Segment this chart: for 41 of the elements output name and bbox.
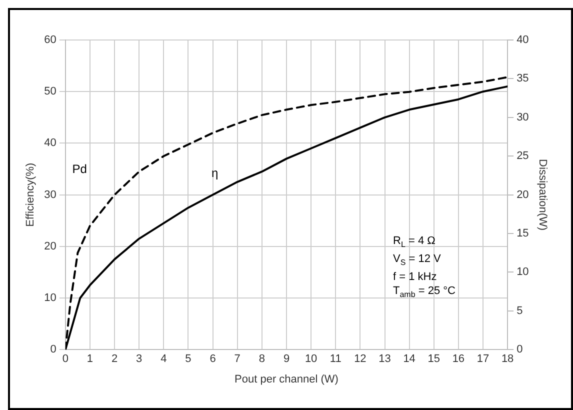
- series-label: η: [211, 166, 218, 180]
- x-tick-label: 6: [210, 353, 216, 366]
- y2-tick-label: 40: [516, 34, 529, 46]
- y2-tick-label: 35: [516, 72, 529, 85]
- text: R$_{L}$ = 4 Ω V$_{S}$ = 12 V f = 1 kHz T$_{amb}$ = 25 °C: [393, 235, 456, 300]
- y-tick-label: 60: [44, 34, 56, 46]
- x-tick-label: 2: [112, 353, 118, 366]
- y-axis-title: Efficiency(%): [24, 162, 37, 227]
- y-tick-label: 10: [44, 292, 56, 304]
- x-axis-title: Pout per channel (W): [234, 373, 338, 386]
- x-tick-label: 14: [403, 353, 416, 366]
- text: Pd: [72, 162, 87, 176]
- y2-tick-label: 20: [516, 188, 529, 201]
- y-tick-label: 40: [44, 137, 56, 150]
- x-tick-label: 12: [354, 353, 366, 366]
- x-tick-label: 8: [258, 353, 265, 366]
- y2-tick-label: 30: [516, 111, 529, 124]
- x-tick-label: 7: [234, 353, 240, 366]
- x-tick-label: 15: [428, 353, 440, 366]
- y2-axis-title: Dissipation(W): [536, 159, 548, 231]
- y2-tick-label: 25: [516, 150, 529, 162]
- x-tick-label: 13: [378, 353, 391, 366]
- x-tick-label: 18: [501, 353, 514, 366]
- x-tick-label: 10: [304, 353, 318, 366]
- x-tick-label: 16: [452, 353, 465, 366]
- x-tick-label: 11: [330, 353, 342, 366]
- x-tick-label: 0: [62, 353, 68, 366]
- x-tick-label: 4: [160, 353, 167, 366]
- y-tick-label: 0: [50, 344, 56, 356]
- y-tick-label: 50: [44, 86, 56, 98]
- y2-tick-label: 5: [516, 304, 523, 317]
- x-tick-label: 3: [136, 353, 142, 366]
- x-tick-label: 5: [185, 353, 192, 366]
- x-tick-label: 17: [476, 353, 490, 366]
- x-tick-label: 1: [86, 353, 94, 366]
- y2-tick-label: 10: [516, 266, 529, 278]
- y2-tick-label: 0: [516, 344, 523, 356]
- y-tick-label: 20: [44, 240, 56, 252]
- y2-tick-label: 15: [516, 228, 529, 240]
- x-tick-label: 9: [283, 353, 290, 366]
- y-tick-label: 30: [44, 188, 56, 201]
